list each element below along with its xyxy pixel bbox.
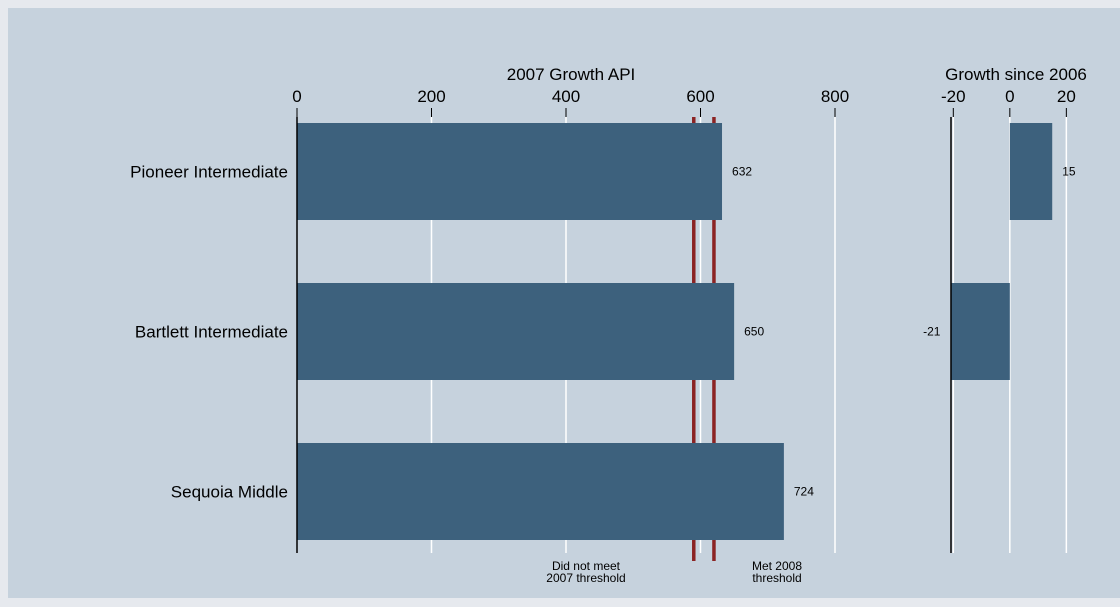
bar-0-0 bbox=[297, 123, 723, 220]
axis-title-1: Growth since 2006 bbox=[945, 65, 1087, 84]
category-label-1: Bartlett Intermediate bbox=[135, 323, 288, 342]
tick-label-0-4: 800 bbox=[821, 87, 849, 106]
data-label-1-0: 15 bbox=[1062, 165, 1076, 179]
threshold-label-0-1: 2007 threshold bbox=[546, 571, 625, 585]
data-label-1-1: -21 bbox=[923, 325, 941, 339]
tick-label-0-3: 600 bbox=[686, 87, 714, 106]
data-label-0-2: 724 bbox=[794, 485, 814, 499]
axis-title-0: 2007 Growth API bbox=[507, 65, 636, 84]
bar-1-1 bbox=[950, 283, 1010, 380]
threshold-label-1-1: threshold bbox=[752, 571, 801, 585]
tick-label-0-0: 0 bbox=[292, 87, 301, 106]
category-label-2: Sequoia Middle bbox=[171, 483, 288, 502]
data-label-0-0: 632 bbox=[732, 165, 752, 179]
category-label-0: Pioneer Intermediate bbox=[130, 163, 288, 182]
tick-label-1-0: -20 bbox=[941, 87, 966, 106]
tick-label-1-1: 0 bbox=[1005, 87, 1014, 106]
bar-0-1 bbox=[297, 283, 735, 380]
tick-label-0-1: 200 bbox=[417, 87, 445, 106]
threshold-label-1-0: Met 2008 bbox=[752, 559, 802, 573]
bar-1-0 bbox=[1009, 123, 1053, 220]
chart-frame: 632 650 724 0 200 400 600 800 2007 Growth API Did… bbox=[8, 8, 1120, 598]
tick-label-0-2: 400 bbox=[552, 87, 580, 106]
threshold-label-0-0: Did not meet bbox=[552, 559, 621, 573]
data-label-0-1: 650 bbox=[744, 325, 764, 339]
tick-label-1-2: 20 bbox=[1057, 87, 1076, 106]
bar-0-2 bbox=[297, 443, 784, 540]
